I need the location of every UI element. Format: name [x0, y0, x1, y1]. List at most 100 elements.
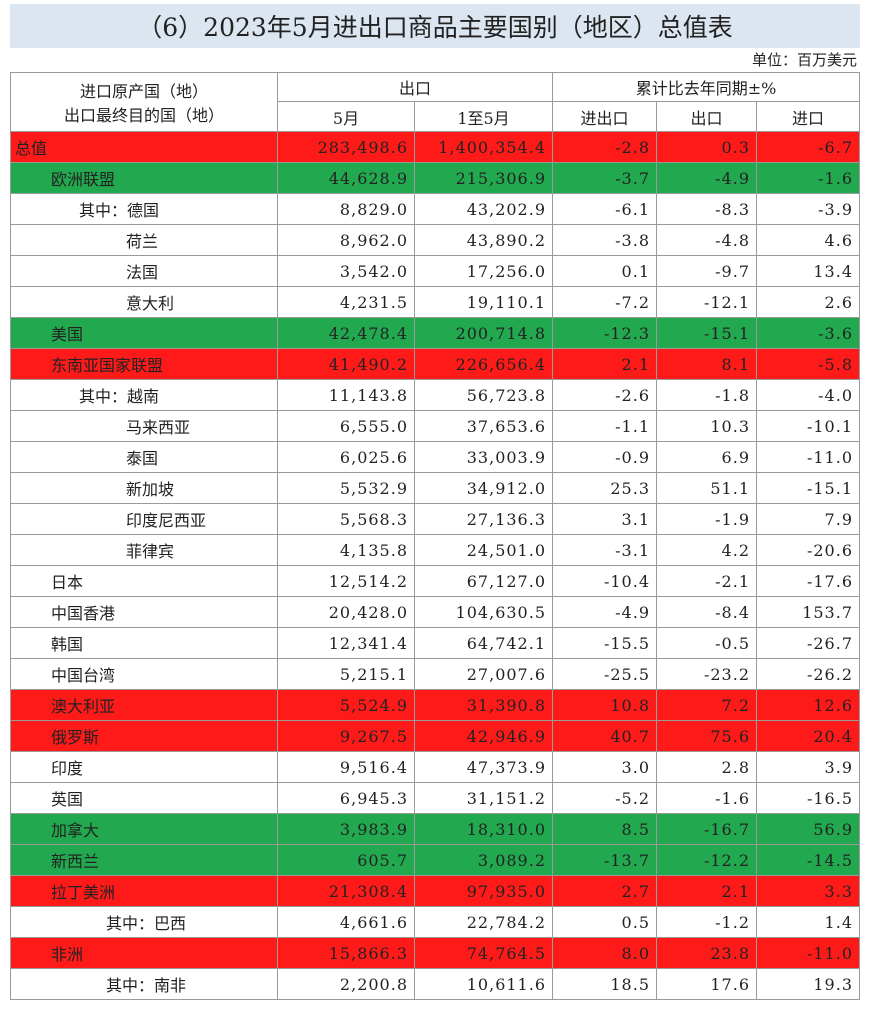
number-cell: -15.5 [553, 628, 657, 659]
number-cell: -23.2 [657, 659, 757, 690]
number-cell: 215,306.9 [415, 163, 553, 194]
number-cell: 43,890.2 [415, 225, 553, 256]
number-cell: 10,611.6 [415, 969, 553, 1000]
number-cell: 8.0 [553, 938, 657, 969]
number-cell: 12,341.4 [278, 628, 415, 659]
number-cell: 3,542.0 [278, 256, 415, 287]
number-cell: 6,555.0 [278, 411, 415, 442]
number-cell: 5,532.9 [278, 473, 415, 504]
row-label: 其中：巴西 [10, 907, 278, 938]
number-cell: 75.6 [657, 721, 757, 752]
number-cell: -5.8 [757, 349, 860, 380]
number-cell: -11.0 [757, 938, 860, 969]
number-cell: 42,478.4 [278, 318, 415, 349]
number-cell: 8,829.0 [278, 194, 415, 225]
number-cell: -4.8 [657, 225, 757, 256]
number-cell: 9,516.4 [278, 752, 415, 783]
number-cell: -8.4 [657, 597, 757, 628]
number-cell: 3.0 [553, 752, 657, 783]
number-cell: -2.8 [553, 132, 657, 163]
number-cell: 31,151.2 [415, 783, 553, 814]
number-cell: -8.3 [657, 194, 757, 225]
number-cell: 9,267.5 [278, 721, 415, 752]
row-label: 新加坡 [10, 473, 278, 504]
header-group: 累计比去年同期±% [553, 72, 860, 102]
number-cell: 17,256.0 [415, 256, 553, 287]
number-cell: -0.9 [553, 442, 657, 473]
number-cell: 44,628.9 [278, 163, 415, 194]
number-cell: 283,498.6 [278, 132, 415, 163]
number-cell: -11.0 [757, 442, 860, 473]
number-cell: -15.1 [757, 473, 860, 504]
number-cell: -5.2 [553, 783, 657, 814]
number-cell: -16.7 [657, 814, 757, 845]
number-cell: 43,202.9 [415, 194, 553, 225]
number-cell: 3.3 [757, 876, 860, 907]
number-cell: 2.1 [553, 349, 657, 380]
number-cell: 21,308.4 [278, 876, 415, 907]
number-cell: -6.7 [757, 132, 860, 163]
number-cell: -1.6 [757, 163, 860, 194]
row-label: 拉丁美洲 [10, 876, 278, 907]
number-cell: 25.3 [553, 473, 657, 504]
number-cell: 13.4 [757, 256, 860, 287]
number-cell: -13.7 [553, 845, 657, 876]
row-label: 韩国 [10, 628, 278, 659]
number-cell: 40.7 [553, 721, 657, 752]
number-cell: -26.7 [757, 628, 860, 659]
row-label: 澳大利亚 [10, 690, 278, 721]
number-cell: 7.2 [657, 690, 757, 721]
number-cell: -1.9 [657, 504, 757, 535]
number-cell: 2.7 [553, 876, 657, 907]
number-cell: 6.9 [657, 442, 757, 473]
number-cell: 104,630.5 [415, 597, 553, 628]
number-cell: 5,215.1 [278, 659, 415, 690]
row-label: 意大利 [10, 287, 278, 318]
number-cell: -25.5 [553, 659, 657, 690]
header-sub: 出口 [657, 102, 757, 132]
number-cell: 20,428.0 [278, 597, 415, 628]
number-cell: 4.6 [757, 225, 860, 256]
number-cell: 97,935.0 [415, 876, 553, 907]
row-label: 马来西亚 [10, 411, 278, 442]
number-cell: -4.9 [553, 597, 657, 628]
number-cell: -7.2 [553, 287, 657, 318]
number-cell: -1.6 [657, 783, 757, 814]
number-cell: 8,962.0 [278, 225, 415, 256]
number-cell: 47,373.9 [415, 752, 553, 783]
number-cell: 56.9 [757, 814, 860, 845]
row-label: 中国香港 [10, 597, 278, 628]
number-cell: 23.8 [657, 938, 757, 969]
number-cell: -16.5 [757, 783, 860, 814]
row-label: 加拿大 [10, 814, 278, 845]
number-cell: 5,524.9 [278, 690, 415, 721]
row-label: 英国 [10, 783, 278, 814]
row-label: 菲律宾 [10, 535, 278, 566]
number-cell: 15,866.3 [278, 938, 415, 969]
number-cell: 6,945.3 [278, 783, 415, 814]
number-cell: 42,946.9 [415, 721, 553, 752]
number-cell: 17.6 [657, 969, 757, 1000]
number-cell: -14.5 [757, 845, 860, 876]
number-cell: -12.2 [657, 845, 757, 876]
number-cell: 4,135.8 [278, 535, 415, 566]
number-cell: 2.6 [757, 287, 860, 318]
number-cell: 10.3 [657, 411, 757, 442]
number-cell: -2.1 [657, 566, 757, 597]
number-cell: -10.1 [757, 411, 860, 442]
number-cell: 8.1 [657, 349, 757, 380]
number-cell: 19.3 [757, 969, 860, 1000]
number-cell: -0.5 [657, 628, 757, 659]
number-cell: 3,089.2 [415, 845, 553, 876]
number-cell: -12.1 [657, 287, 757, 318]
number-cell: 6,025.6 [278, 442, 415, 473]
title: （6）2023年5月进出口商品主要国别（地区）总值表 [10, 4, 860, 48]
number-cell: 0.1 [553, 256, 657, 287]
number-cell: 3.9 [757, 752, 860, 783]
number-cell: 153.7 [757, 597, 860, 628]
number-cell: 2,200.8 [278, 969, 415, 1000]
row-label: 俄罗斯 [10, 721, 278, 752]
number-cell: 37,653.6 [415, 411, 553, 442]
number-cell: 19,110.1 [415, 287, 553, 318]
row-label: 荷兰 [10, 225, 278, 256]
